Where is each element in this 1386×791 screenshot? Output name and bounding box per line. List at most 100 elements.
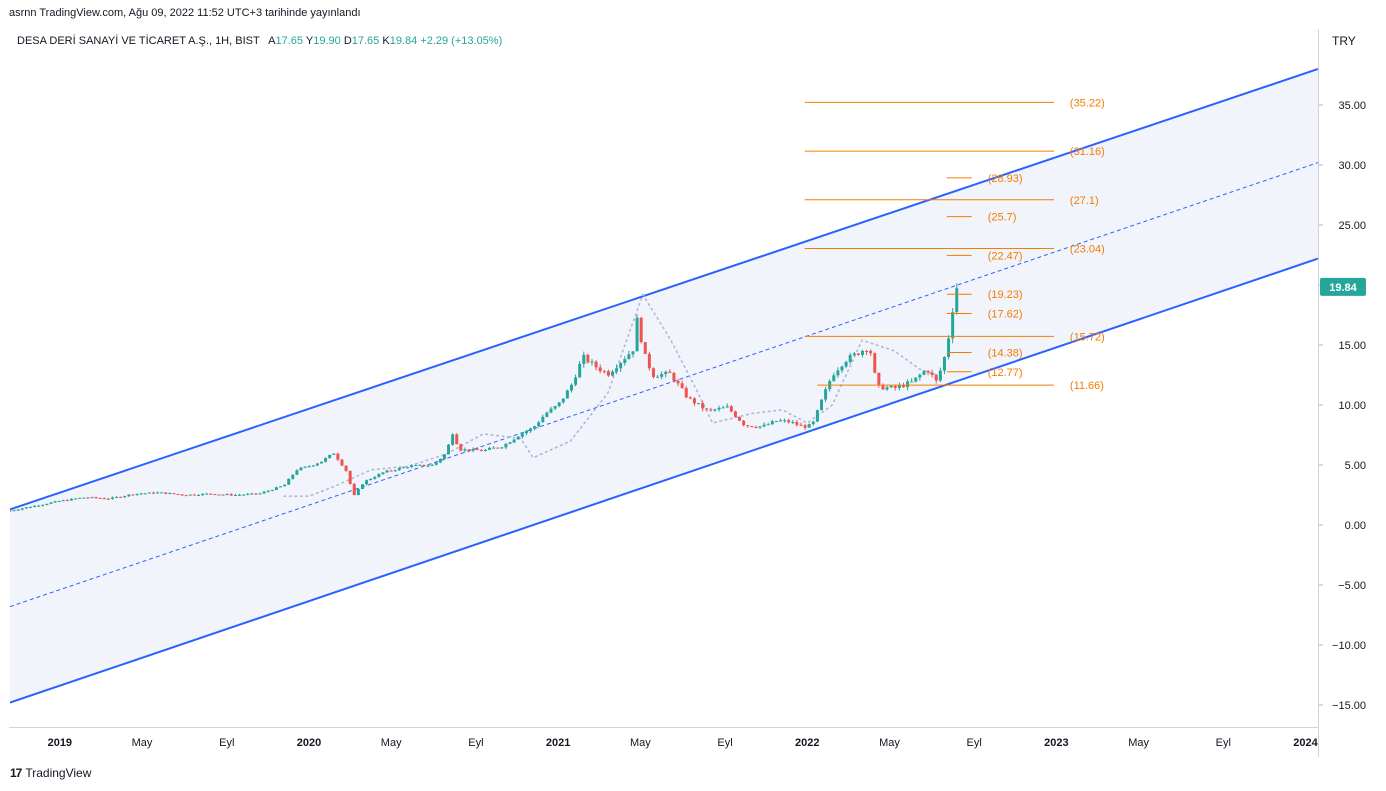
candle-body xyxy=(762,424,766,427)
close-label: K xyxy=(382,35,390,47)
support-dots-line xyxy=(283,292,946,498)
candle-body xyxy=(98,497,102,499)
price-tick-label: −5.00 xyxy=(1338,580,1366,592)
candle-body xyxy=(12,510,16,512)
candle-body xyxy=(356,488,360,495)
candle-body xyxy=(865,350,869,352)
candle-body xyxy=(938,370,942,381)
candle-body xyxy=(37,505,41,507)
candle-body xyxy=(856,353,860,355)
low-value: 17.65 xyxy=(351,35,380,47)
candle-body xyxy=(819,399,823,411)
candle-body xyxy=(151,492,155,494)
candle-body xyxy=(947,338,951,357)
candle-body xyxy=(615,368,619,372)
candle-body xyxy=(664,371,668,375)
candle-body xyxy=(742,420,746,426)
fib-level-label: (25.7) xyxy=(988,212,1017,224)
candle-body xyxy=(401,467,405,469)
candle-body xyxy=(602,371,606,373)
price-tick-label: 0.00 xyxy=(1345,520,1366,532)
channel-lower-line xyxy=(10,257,1318,704)
candle-body xyxy=(123,496,127,498)
candle-body xyxy=(319,461,323,464)
candle-body xyxy=(906,381,910,388)
candle-body xyxy=(82,497,86,499)
candle-body xyxy=(803,425,807,428)
open-label: A xyxy=(268,35,276,47)
candle-body xyxy=(397,467,401,471)
fib-level-label: (23.04) xyxy=(1070,244,1105,256)
candle-body xyxy=(832,375,836,382)
candle-body xyxy=(656,376,660,378)
time-axis[interactable]: 2019 May Eyl 2020 May Eyl 2021 May Eyl 2022 May Eyl… xyxy=(48,737,1319,749)
candle-body xyxy=(385,470,389,473)
candle-body xyxy=(574,377,578,385)
candle-body xyxy=(479,450,483,452)
fib-level-label: (11.66) xyxy=(1070,380,1104,392)
regression-channel[interactable] xyxy=(10,68,1318,704)
candle-body xyxy=(209,493,213,495)
candle-body xyxy=(930,372,934,375)
candle-body xyxy=(33,505,37,508)
candle-body xyxy=(688,397,692,399)
candle-body xyxy=(94,497,98,499)
candle-body xyxy=(283,484,287,487)
time-tick-label: Eyl xyxy=(468,737,483,749)
symbol-name[interactable]: DESA DERİ SANAYİ VE TİCARET A.Ş., 1H, BI… xyxy=(17,35,260,47)
candle-body xyxy=(824,389,828,400)
candle-body xyxy=(328,454,332,459)
price-tick-label: 35.00 xyxy=(1338,100,1366,112)
last-price-marker: 19.84 xyxy=(1320,277,1366,296)
fib-level-label: (35.22) xyxy=(1070,97,1105,109)
candle-body xyxy=(238,494,242,496)
candle-body xyxy=(373,477,377,479)
change-value: +2.29 (+13.05%) xyxy=(420,35,503,47)
candle-body xyxy=(295,470,299,475)
candle-body xyxy=(897,385,901,388)
candle-body xyxy=(951,312,955,339)
candle-body xyxy=(192,494,196,496)
fib-levels[interactable]: (35.22) (31.16) (28.93) (27.1) (25.7) (23.04)… xyxy=(804,97,1105,392)
candle-body xyxy=(733,411,737,417)
candle-body xyxy=(307,466,311,468)
time-tick-label: Eyl xyxy=(717,737,732,749)
time-tick-label: May xyxy=(381,737,402,749)
candle-body xyxy=(660,374,664,377)
candle-body xyxy=(885,387,889,390)
candle-body xyxy=(53,501,57,503)
candle-body xyxy=(360,484,364,489)
candle-body xyxy=(692,398,696,404)
candle-body xyxy=(110,497,114,499)
candle-body xyxy=(901,385,905,388)
candle-body xyxy=(578,363,582,378)
fib-level-label: (15.72) xyxy=(1070,331,1105,343)
candle-body xyxy=(492,447,496,449)
candle-body xyxy=(41,504,45,506)
fib-level-label: (28.93) xyxy=(988,173,1023,185)
time-axis-border xyxy=(9,727,1319,728)
candle-body xyxy=(922,371,926,375)
currency-label: TRY xyxy=(1332,34,1356,48)
candle-body xyxy=(799,424,803,426)
price-axis[interactable]: 35.0030.0025.0020.0015.0010.005.000.00−5… xyxy=(1318,100,1366,712)
candle-body xyxy=(807,424,811,428)
candle-body xyxy=(299,467,303,471)
candle-body xyxy=(701,403,705,409)
candle-body xyxy=(672,372,676,381)
candle-body xyxy=(229,494,233,496)
candle-body xyxy=(918,374,922,378)
candle-body xyxy=(496,447,500,449)
candle-body xyxy=(791,422,795,424)
footer-brand: 17 TradingView xyxy=(10,766,91,780)
candle-body xyxy=(188,494,192,496)
candle-body xyxy=(475,448,479,451)
candle-body xyxy=(606,371,610,376)
candle-body xyxy=(221,494,225,496)
candle-body xyxy=(434,462,438,465)
candle-body xyxy=(311,465,315,467)
candle-body xyxy=(680,383,684,388)
candle-body xyxy=(205,493,209,495)
close-value: 19.84 xyxy=(389,35,418,47)
